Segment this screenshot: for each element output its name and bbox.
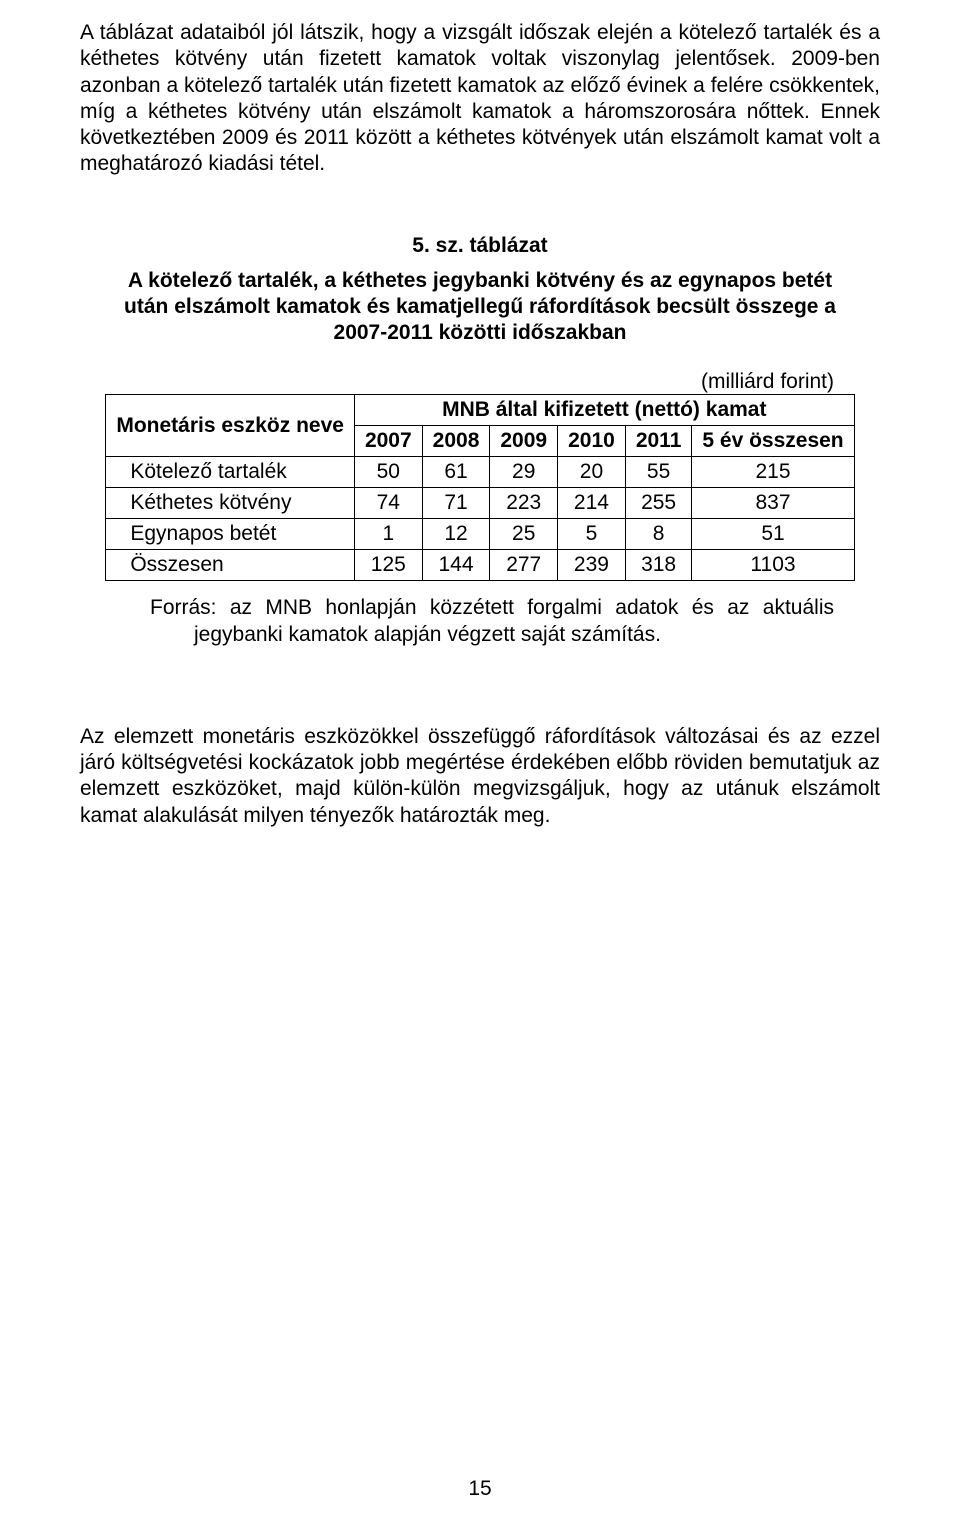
cell: 214 <box>558 488 626 519</box>
col-header-instrument: Monetáris eszköz neve <box>106 395 355 457</box>
row-label: Egynapos betét <box>106 519 355 550</box>
table-row: Kötelező tartalék 50 61 29 20 55 215 <box>106 457 854 488</box>
table-row: Összesen 125 144 277 239 318 1103 <box>106 550 854 581</box>
page-number: 15 <box>0 1477 960 1501</box>
cell: 239 <box>558 550 626 581</box>
closing-paragraph: Az elemzett monetáris eszközökkel összef… <box>80 724 880 829</box>
cell: 12 <box>422 519 490 550</box>
cell: 125 <box>354 550 422 581</box>
table-title: A kötelező tartalék, a kéthetes jegybank… <box>110 268 850 347</box>
table-source: Forrás: az MNB honlapján közzétett forga… <box>150 595 834 648</box>
cell: 223 <box>490 488 558 519</box>
cell: 20 <box>558 457 626 488</box>
cell: 144 <box>422 550 490 581</box>
intro-paragraph: A táblázat adataiból jól látszik, hogy a… <box>80 20 880 178</box>
col-year-3: 2010 <box>558 426 626 457</box>
col-year-0: 2007 <box>354 426 422 457</box>
row-label: Összesen <box>106 550 355 581</box>
cell: 55 <box>625 457 692 488</box>
col-year-4: 2011 <box>625 426 692 457</box>
cell: 61 <box>422 457 490 488</box>
table-wrapper: Monetáris eszköz neve MNB által kifizete… <box>80 394 880 581</box>
table-caption: 5. sz. táblázat <box>80 234 880 258</box>
cell: 318 <box>625 550 692 581</box>
col-year-1: 2008 <box>422 426 490 457</box>
unit-label: (milliárd forint) <box>80 370 880 394</box>
table-row: Egynapos betét 1 12 25 5 8 51 <box>106 519 854 550</box>
row-label: Kötelező tartalék <box>106 457 355 488</box>
cell: 277 <box>490 550 558 581</box>
row-label: Kéthetes kötvény <box>106 488 355 519</box>
table-row: Kéthetes kötvény 74 71 223 214 255 837 <box>106 488 854 519</box>
col-total: 5 év összesen <box>692 426 854 457</box>
cell-total: 1103 <box>692 550 854 581</box>
cell-total: 215 <box>692 457 854 488</box>
col-header-span: MNB által kifizetett (nettó) kamat <box>354 395 854 426</box>
cell: 71 <box>422 488 490 519</box>
cell-total: 51 <box>692 519 854 550</box>
cell: 8 <box>625 519 692 550</box>
cell-total: 837 <box>692 488 854 519</box>
cell: 74 <box>354 488 422 519</box>
col-year-2: 2009 <box>490 426 558 457</box>
cell: 50 <box>354 457 422 488</box>
cell: 1 <box>354 519 422 550</box>
data-table: Monetáris eszköz neve MNB által kifizete… <box>105 394 854 581</box>
cell: 255 <box>625 488 692 519</box>
cell: 25 <box>490 519 558 550</box>
cell: 29 <box>490 457 558 488</box>
cell: 5 <box>558 519 626 550</box>
